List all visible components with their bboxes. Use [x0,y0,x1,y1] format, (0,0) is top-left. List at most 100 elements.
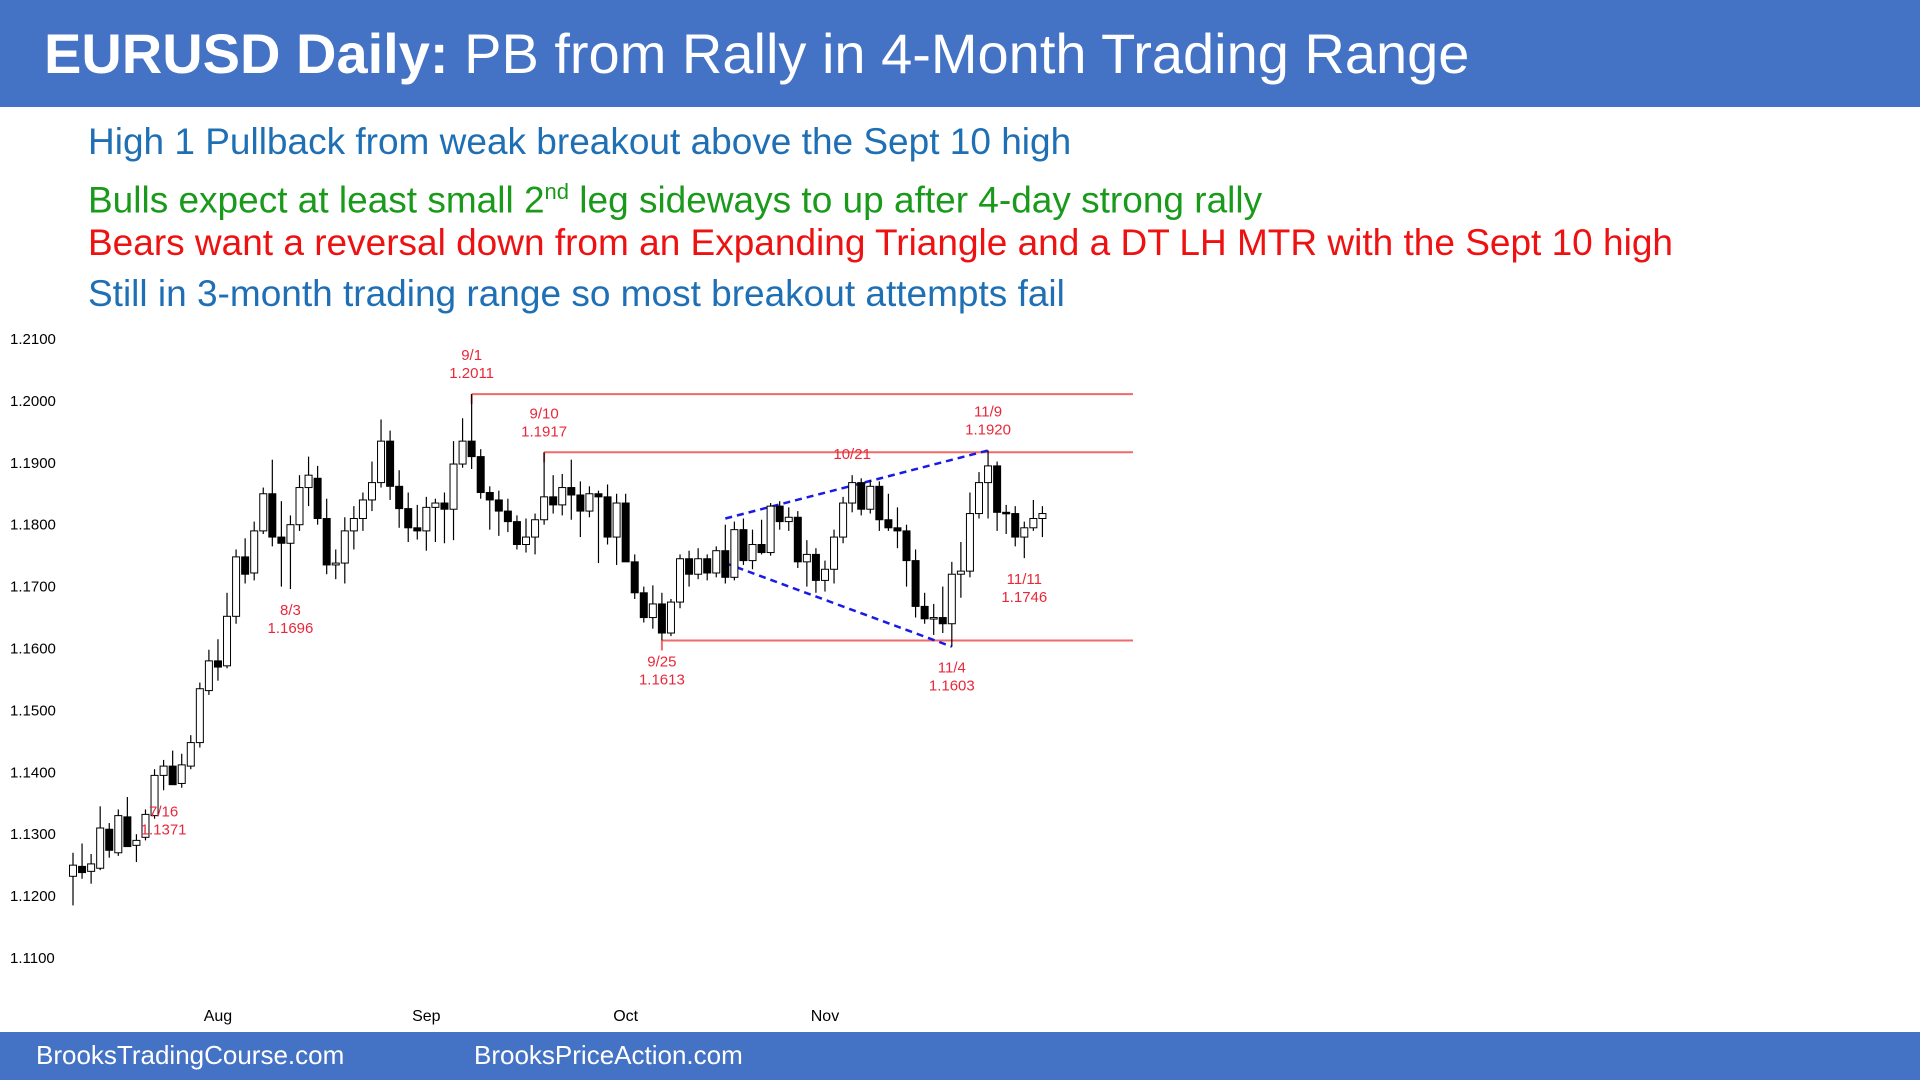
y-tick-label: 1.1100 [10,950,55,967]
bear-candle [920,605,929,620]
bear-candle [721,550,730,578]
note-bears: Bears want a reversal down from an Expan… [88,221,1673,265]
bear-candle [313,477,322,520]
annotation-date: 11/11 [1007,571,1042,588]
bear-candle [1002,511,1011,515]
bull-candle [177,764,186,784]
bear-candle [857,482,866,510]
footer-bar: BrooksTradingCourse.com BrooksPriceActio… [0,1032,1920,1080]
bear-candle [168,765,177,786]
bull-candle [965,513,974,572]
bear-candle [440,502,449,510]
bull-candle [522,536,530,546]
bull-candle [956,570,965,575]
bull-candle [223,615,232,667]
annotation-date: 9/1 [461,347,482,364]
bear-candle [875,485,884,521]
bear-candle [902,530,911,562]
bear-candle [621,502,630,563]
y-tick-label: 1.1800 [10,517,56,534]
bear-candle [739,529,748,562]
bull-candle [1020,527,1029,538]
eurusd-daily-chart: 1.1100 1.1200 1.1300 1.1400 1.1500 1.1600 1.17… [10,331,1134,1025]
bear-candle [911,560,920,607]
annotation-date: 11/4 [938,660,966,677]
bear-candle [657,603,666,634]
y-tick-label: 1.1400 [10,764,56,781]
bear-candle [893,527,902,532]
x-tick-label: Oct [613,1008,638,1025]
bull-candle [449,463,458,510]
bull-candle [730,529,739,578]
bull-candle [304,474,313,489]
bull-candle [422,506,431,532]
bear-candle [793,516,802,563]
bull-candle [286,524,295,544]
title-bar: EURUSD Daily: PB from Rally in 4-Month T… [0,0,1920,107]
y-tick-label: 1.1500 [10,702,56,719]
bear-candle [213,660,222,668]
annotation-price: 1.1371 [141,821,187,838]
bull-candle [712,550,721,574]
bull-candle [585,493,594,512]
annotation-price: 1.1917 [521,423,567,440]
bull-candle [114,815,123,854]
expanding-triangle-line [725,449,989,520]
annotation-price: 1.1603 [929,678,975,695]
bull-candle [866,485,875,510]
bear-candle [594,493,603,498]
y-tick-label: 1.2000 [10,393,56,410]
bear-candle [413,527,422,532]
bull-candle [458,440,467,465]
note-text: Bulls expect at least small 2 [88,179,545,221]
annotation-date: 9/10 [530,405,559,422]
bull-candle [367,482,376,501]
bear-candle [494,499,503,512]
bull-candle [975,482,983,515]
bear-candle [78,865,87,874]
x-tick-label: Nov [811,1008,839,1025]
bull-candle [204,660,213,692]
note-text: Still in 3-month trading range so most b… [88,273,1065,314]
bull-candle [358,499,367,520]
bull-candle [947,573,956,625]
bull-candle [802,553,811,563]
bear-candle [603,496,612,538]
bull-candle [676,558,685,603]
annotation-price: 1.1696 [267,620,313,637]
bull-candle [820,568,829,581]
bull-candle [69,864,77,877]
bull-candle [766,505,775,554]
bear-candle [1011,513,1020,538]
bull-candle [132,839,141,846]
title-rest: PB from Rally in 4-Month Trading Range [448,22,1470,85]
bull-candle [784,516,793,523]
bull-candle [830,536,839,570]
note-superscript: nd [544,179,570,204]
expanding-triangle-line [724,561,953,648]
bull-candle [848,482,857,504]
footer-site-right: BrooksPriceAction.com [474,1040,743,1070]
bull-candle [96,827,105,869]
bull-candle [159,765,168,776]
bull-candle [839,502,848,538]
bull-candle [232,556,241,617]
bear-candle [811,553,820,581]
annotation-date: 9/25 [647,653,676,670]
note-text: High 1 Pullback from weak breakout above… [88,121,1072,162]
bull-candle [340,530,349,564]
annotation-price: 1.1613 [639,671,685,688]
bull-candle [929,617,938,620]
note-bulls: Bulls expect at least small 2nd leg side… [88,170,1262,222]
bear-candle [775,505,784,523]
y-tick-label: 1.1300 [10,826,56,843]
bear-candle [549,496,558,506]
bull-candle [666,601,675,634]
bear-candle [485,492,494,501]
y-tick-label: 1.2100 [10,331,56,348]
bear-candle [476,456,485,494]
bull-candle [186,742,195,767]
bear-candle [404,508,413,529]
title-bold: EURUSD Daily: [44,22,449,85]
bull-candle [694,558,703,575]
